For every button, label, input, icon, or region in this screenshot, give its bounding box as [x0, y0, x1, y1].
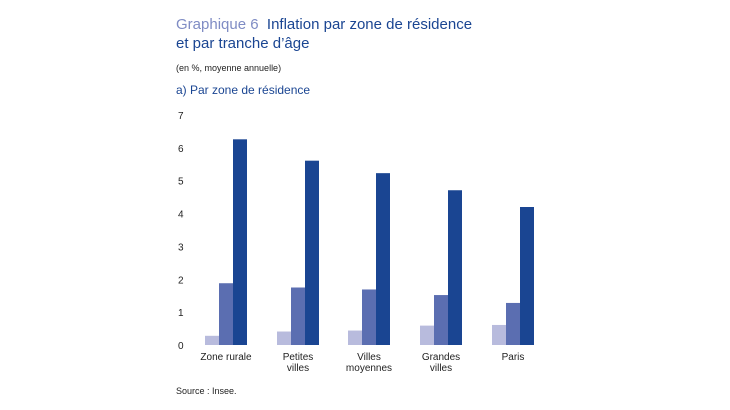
bar [492, 324, 506, 345]
y-tick-label: 1 [178, 308, 184, 319]
unit-note: (en %, moyenne annuelle) [176, 63, 282, 73]
bar [520, 207, 534, 345]
x-tick-label: villes [287, 363, 309, 374]
y-tick-label: 5 [178, 177, 184, 188]
bar [277, 331, 291, 345]
bar [448, 190, 462, 345]
bar [420, 325, 434, 345]
title-line-2: et par tranche d’âge [176, 35, 310, 52]
x-tick-label: villes [430, 363, 452, 374]
x-tick-label: Grandes [422, 352, 460, 363]
bar [219, 283, 233, 345]
bar [305, 160, 319, 345]
bar [205, 335, 219, 345]
bar [233, 139, 247, 345]
bar [506, 302, 520, 345]
y-tick-label: 2 [178, 275, 184, 286]
figure-number: Graphique 6 [176, 16, 259, 33]
x-tick-label: moyennes [346, 363, 392, 374]
y-tick-label: 3 [178, 242, 184, 253]
x-tick-label: Villes [357, 352, 381, 363]
x-tick-label: Paris [502, 352, 525, 363]
bar [434, 295, 448, 345]
source-note: Source : Insee. [176, 386, 237, 396]
y-tick-label: 0 [178, 341, 184, 352]
title-line-1: Inflation par zone de résidence [266, 16, 473, 33]
y-tick-label: 7 [178, 111, 184, 122]
y-tick-label: 6 [178, 144, 184, 155]
chart-subtitle: a) Par zone de résidence [176, 83, 311, 97]
y-tick-label: 4 [178, 210, 184, 221]
bar [376, 173, 390, 345]
bar [348, 330, 362, 345]
bar [362, 289, 376, 345]
chart-title: Graphique 6 Inflation par zone de réside… [176, 16, 472, 33]
bar [291, 287, 305, 345]
x-tick-label: Zone rurale [200, 352, 252, 363]
x-tick-label: Petites [283, 352, 314, 363]
